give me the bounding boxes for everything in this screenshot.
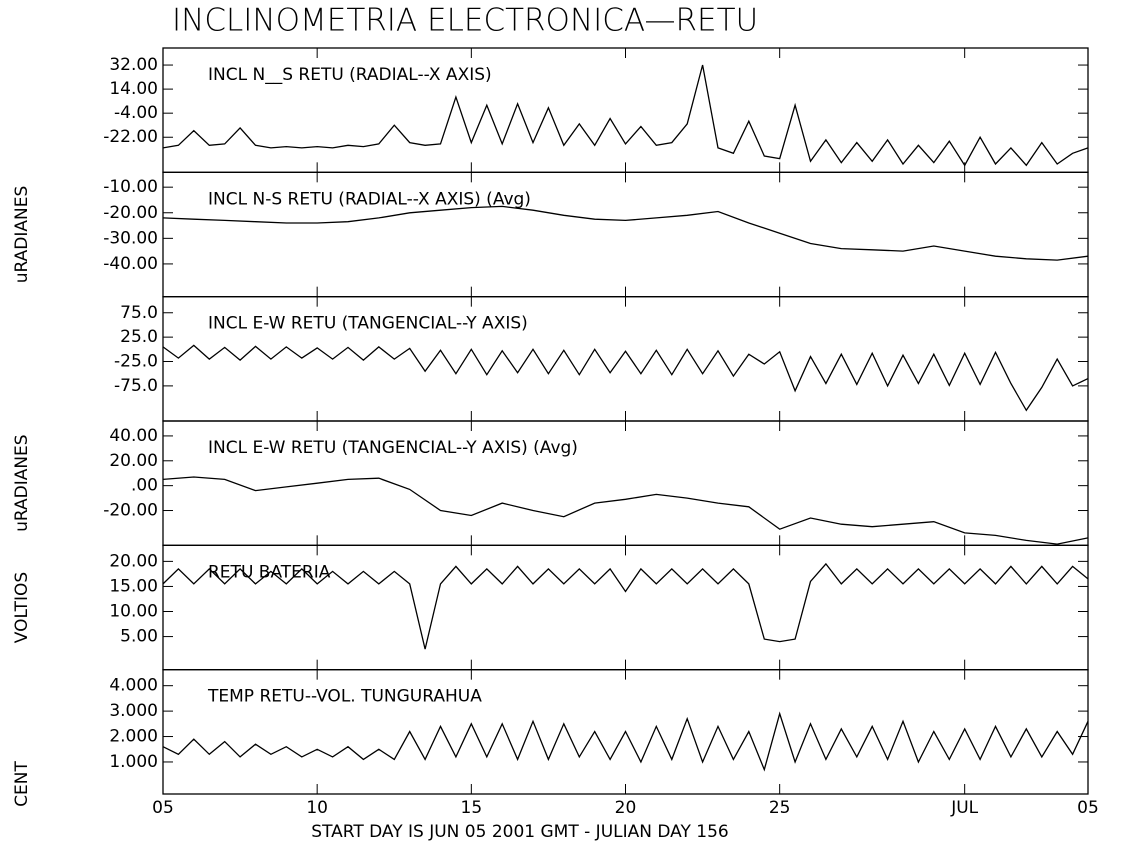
x-axis-label: START DAY IS JUN 05 2001 GMT - JULIAN DA… bbox=[311, 822, 728, 842]
y-tick-label: .00 bbox=[131, 476, 158, 496]
panel-title: TEMP RETU--VOL. TUNGURAHUA bbox=[207, 687, 482, 707]
data-line bbox=[162, 344, 1089, 412]
y-tick-label: 5.00 bbox=[120, 627, 158, 647]
data-line bbox=[162, 476, 1089, 545]
x-tick-label: 05 bbox=[152, 798, 174, 818]
data-line bbox=[162, 711, 1089, 772]
y-tick-label: -30.00 bbox=[103, 228, 158, 248]
y-tick-label: 20.00 bbox=[109, 451, 158, 471]
panel-title: INCL N-S RETU (RADIAL--X AXIS) (Avg) bbox=[208, 189, 531, 209]
y-tick-label: 25.0 bbox=[120, 327, 158, 347]
data-line bbox=[162, 562, 1089, 650]
y-tick-label: 32.00 bbox=[109, 55, 158, 75]
y-tick-label: -4.00 bbox=[114, 103, 158, 123]
panel-title: INCL N__S RETU (RADIAL--X AXIS) bbox=[208, 65, 492, 85]
y-tick-label: 20.00 bbox=[109, 551, 158, 571]
y-tick-label: 1.000 bbox=[109, 752, 158, 772]
x-tick-label: 25 bbox=[769, 798, 791, 818]
y-tick-label: -40.00 bbox=[103, 254, 158, 274]
x-tick-label: JUL bbox=[950, 798, 978, 818]
y-tick-label: 3.000 bbox=[109, 701, 158, 721]
y-tick-label: 75.0 bbox=[120, 303, 158, 323]
chart-title: INCLINOMETRIA ELECTRONICA—RETU bbox=[172, 3, 758, 39]
x-tick-label: 20 bbox=[615, 798, 637, 818]
y-axis-label: CENT bbox=[12, 761, 32, 807]
y-tick-label: 2.000 bbox=[109, 727, 158, 747]
y-tick-label: 14.00 bbox=[109, 79, 158, 99]
y-tick-label: 40.00 bbox=[109, 426, 158, 446]
x-tick-label: 05 bbox=[1077, 798, 1099, 818]
panel-title: INCL E-W RETU (TANGENCIAL--Y AXIS) bbox=[208, 314, 528, 334]
x-tick-label: 15 bbox=[461, 798, 483, 818]
y-axis-label: VOLTIOS bbox=[12, 572, 32, 643]
y-tick-label: -10.00 bbox=[103, 177, 158, 197]
y-tick-label: -25.0 bbox=[114, 352, 158, 372]
y-tick-label: -22.00 bbox=[103, 127, 158, 147]
y-tick-label: -20.00 bbox=[103, 501, 158, 521]
y-tick-label: -20.00 bbox=[103, 203, 158, 223]
panel-title: INCL E-W RETU (TANGENCIAL--Y AXIS) (Avg) bbox=[208, 438, 578, 458]
y-tick-label: 15.00 bbox=[109, 576, 158, 596]
y-tick-label: 4.000 bbox=[109, 676, 158, 696]
data-line bbox=[162, 64, 1089, 167]
y-tick-label: 10.00 bbox=[109, 602, 158, 622]
data-line bbox=[162, 205, 1089, 261]
y-tick-label: -75.0 bbox=[114, 376, 158, 396]
y-axis-label: uRADIANES bbox=[12, 434, 32, 532]
y-axis-label: uRADIANES bbox=[12, 186, 32, 284]
x-tick-label: 10 bbox=[306, 798, 328, 818]
